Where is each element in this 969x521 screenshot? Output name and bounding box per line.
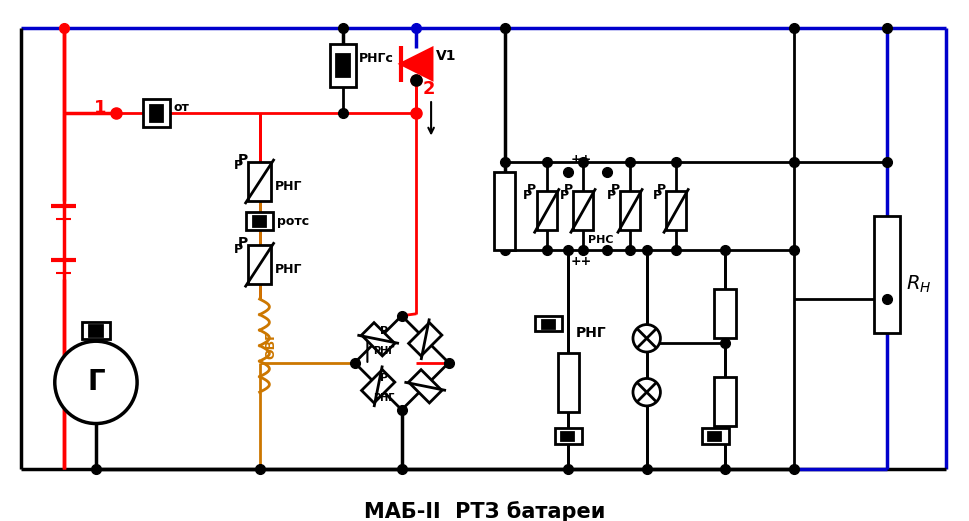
Text: Р: Р [606, 189, 615, 202]
Text: РНС: РНС [587, 235, 612, 245]
Bar [666, 191, 685, 230]
Bar [335, 54, 349, 76]
Text: Р: Р [526, 183, 536, 196]
Bar [245, 212, 273, 229]
Text: Р: Р [237, 236, 248, 250]
Circle shape [633, 325, 660, 352]
Bar [537, 191, 556, 230]
Text: РНГ: РНГ [373, 393, 394, 403]
Circle shape [54, 341, 137, 424]
Bar [557, 353, 578, 412]
Text: МАБ-II  РТЗ батареи: МАБ-II РТЗ батареи [364, 501, 605, 521]
Bar [619, 191, 640, 230]
Text: от: от [173, 102, 189, 115]
Text: ротс: ротс [277, 215, 309, 228]
Text: Г: Г [87, 368, 105, 396]
Text: РНГ: РНГ [275, 263, 302, 276]
Bar [554, 428, 581, 444]
Bar [561, 432, 573, 440]
Text: РНГ: РНГ [373, 346, 394, 356]
Text: Р: Р [380, 327, 388, 337]
Polygon shape [408, 370, 442, 403]
Text: Р: Р [652, 189, 661, 202]
Bar [713, 289, 735, 338]
Bar [89, 325, 102, 337]
Text: ++: ++ [570, 153, 591, 166]
Text: ++: ++ [570, 255, 591, 268]
Bar [253, 216, 266, 226]
Text: Р: Р [234, 243, 243, 256]
Bar [573, 191, 592, 230]
Text: $R_H$: $R_H$ [905, 274, 931, 295]
Text: Р: Р [234, 159, 243, 172]
Circle shape [633, 378, 660, 406]
Bar [82, 321, 109, 339]
Bar [493, 172, 515, 250]
Polygon shape [361, 370, 394, 403]
Text: 2: 2 [422, 80, 434, 98]
Text: РНГ: РНГ [275, 180, 302, 193]
Bar [701, 428, 729, 444]
Text: Р: Р [237, 153, 248, 167]
Polygon shape [361, 322, 394, 356]
Text: Р: Р [610, 183, 619, 196]
Text: РНГ: РНГ [576, 326, 607, 340]
Text: Р: Р [380, 374, 388, 383]
Text: Р: Р [559, 189, 568, 202]
Polygon shape [408, 322, 442, 356]
Bar [248, 162, 271, 201]
Bar [535, 316, 562, 331]
Bar [713, 378, 735, 427]
Bar [542, 320, 553, 328]
Bar [142, 99, 171, 127]
Text: Р: Р [656, 183, 665, 196]
Text: Р: Р [563, 183, 572, 196]
Bar [707, 432, 719, 440]
Bar [873, 216, 898, 333]
Text: Р: Р [522, 189, 532, 202]
Text: V1: V1 [435, 49, 456, 63]
Text: ОВГ: ОВГ [265, 331, 277, 359]
Text: РНГс: РНГс [359, 52, 393, 65]
Bar [248, 245, 271, 284]
Bar [329, 44, 356, 88]
Bar [149, 105, 162, 121]
Text: 1: 1 [94, 99, 107, 117]
Polygon shape [400, 48, 431, 80]
